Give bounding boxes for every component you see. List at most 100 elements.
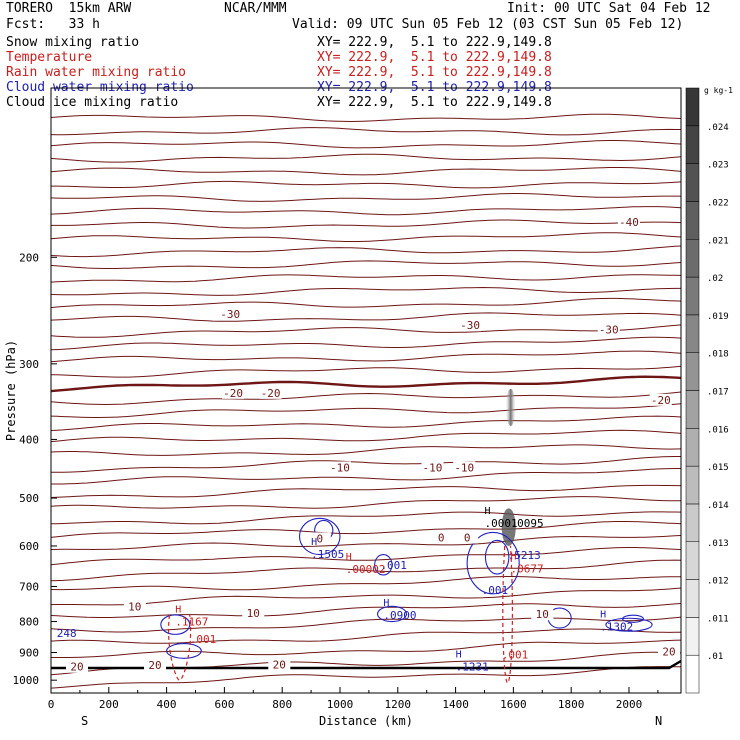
cloud-water-contour bbox=[622, 614, 644, 623]
model-title: TORERO 15km ARW bbox=[6, 1, 132, 16]
legend-snow-name: Snow mixing ratio bbox=[6, 35, 140, 50]
colorbar-label: .019 bbox=[707, 312, 729, 322]
x-tick-label: 800 bbox=[272, 698, 292, 711]
colorbar-segment bbox=[685, 579, 700, 618]
colorbar-label: .017 bbox=[707, 388, 729, 398]
x-axis-label: Distance (km) bbox=[319, 714, 413, 728]
colorbar-segment bbox=[685, 654, 700, 694]
y-axis: 200 300 400 500 600 700 800 900 1000 Pressure (hP… bbox=[4, 251, 57, 687]
snow-core bbox=[501, 508, 516, 546]
maximum-marker: H bbox=[311, 537, 317, 548]
y-tick-label: 200 bbox=[19, 251, 39, 264]
isotherm-line bbox=[50, 336, 682, 351]
init-time: Init: 00 UTC Sat 04 Feb 12 bbox=[507, 1, 711, 16]
ice-core bbox=[505, 388, 516, 426]
temperature-label: 20 bbox=[70, 661, 83, 674]
x-tick-label: 1400 bbox=[442, 698, 469, 711]
colorbar-label: .02 bbox=[707, 274, 723, 284]
isotherm-line bbox=[51, 639, 682, 658]
colorbar-label: .023 bbox=[707, 161, 729, 171]
colorbar-label: .01 bbox=[707, 652, 723, 662]
legend-temperature-xy: XY= 222.9, 5.1 to 222.9,149.8 bbox=[317, 50, 552, 65]
isotherm-line bbox=[50, 521, 682, 538]
isotherm-line bbox=[50, 547, 682, 566]
forecast-hour: Fcst: 33 h bbox=[6, 17, 100, 32]
snow-shading bbox=[501, 388, 516, 546]
temperature-label-bg bbox=[597, 323, 620, 336]
cloud-water-contours bbox=[160, 517, 653, 659]
isotherm-line bbox=[50, 587, 682, 606]
maximum-value: .001 bbox=[502, 648, 529, 661]
isotherm-line bbox=[51, 180, 682, 189]
isotherm-line bbox=[50, 616, 682, 633]
temperature-label-bg bbox=[66, 660, 89, 673]
temperature-label: -20 bbox=[261, 387, 281, 400]
maximum-value: .1302 bbox=[600, 621, 633, 634]
contour-labels: -40 -30 -30 -30 -20 -20 -20 -10 -10 -10 0 0 0 10 10 10 2… bbox=[57, 216, 680, 674]
temperature-label: -20 bbox=[651, 394, 671, 407]
x-tick-label: 1600 bbox=[500, 698, 527, 711]
temperature-label-bg bbox=[453, 461, 476, 474]
colorbar-label: .018 bbox=[707, 350, 729, 360]
colorbar-label: .015 bbox=[707, 463, 729, 473]
colorbar-segment bbox=[685, 541, 700, 580]
cloud-water-contour bbox=[160, 614, 191, 635]
legend-cloud-ice-name: Cloud ice mixing ratio bbox=[6, 95, 179, 110]
temperature-label-bg bbox=[268, 658, 291, 671]
temperature-label: -10 bbox=[330, 461, 350, 474]
colorbar-segment bbox=[685, 465, 700, 505]
maximum-value: .1505 bbox=[311, 548, 344, 561]
cloud-water-contour bbox=[374, 554, 393, 576]
isotherm-line bbox=[50, 153, 682, 163]
isotherm-line bbox=[50, 113, 682, 123]
legend-temperature-name: Temperature bbox=[6, 50, 93, 65]
colorbar-unit: g kg-1 bbox=[704, 86, 733, 95]
maximum-value: .0900 bbox=[383, 609, 416, 622]
temperature-contours bbox=[50, 113, 682, 689]
plot-border bbox=[50, 87, 682, 694]
legend-rain-name: Rain water mixing ratio bbox=[6, 65, 187, 80]
legend-cloud-ice-xy: XY= 222.9, 5.1 to 222.9,149.8 bbox=[317, 95, 552, 110]
isotherm-line bbox=[50, 286, 681, 296]
ground-line bbox=[51, 659, 682, 670]
temperature-label-bg bbox=[459, 319, 482, 332]
temperature-label-bg bbox=[219, 307, 242, 320]
x-tick-label: 1800 bbox=[558, 698, 585, 711]
maximum-value: .0095 bbox=[510, 517, 543, 530]
isotherm-line bbox=[50, 297, 682, 309]
temperature-label-bg bbox=[658, 645, 680, 658]
isotherm-line bbox=[50, 444, 682, 456]
isotherm-line bbox=[50, 312, 682, 322]
temperature-label-bg bbox=[308, 532, 331, 545]
isotherm-line bbox=[50, 484, 681, 498]
colorbar-segment bbox=[685, 428, 700, 467]
isotherm-line bbox=[50, 603, 682, 618]
x-tick-label: 1200 bbox=[385, 698, 412, 711]
maximum-marker: H bbox=[484, 506, 490, 517]
isotherm-line bbox=[50, 576, 681, 591]
center-label: NCAR/MMM bbox=[224, 1, 287, 16]
colorbar-segment bbox=[685, 201, 700, 240]
temperature-label: 20 bbox=[148, 659, 161, 672]
colorbar-segment bbox=[685, 239, 700, 278]
colorbar-segment bbox=[685, 163, 700, 202]
isotherm-line bbox=[50, 274, 682, 283]
plot-frame bbox=[50, 87, 682, 694]
y-tick-label: 700 bbox=[19, 580, 39, 593]
colorbar-segment bbox=[685, 617, 700, 656]
isotherm-line bbox=[50, 559, 682, 582]
north-label: N bbox=[655, 714, 662, 728]
y-tick-label: 900 bbox=[19, 646, 39, 659]
colorbar-segment bbox=[685, 314, 700, 353]
x-tick-label: 0 bbox=[48, 698, 55, 711]
isotherm-line bbox=[50, 666, 682, 689]
maximum-marker: H bbox=[346, 552, 352, 563]
maximum-value: .001 bbox=[190, 633, 217, 646]
isotherm-line bbox=[50, 245, 682, 258]
maximum-value: .001 bbox=[380, 559, 407, 572]
isotherm-line bbox=[50, 193, 681, 202]
cloud-water-contour bbox=[484, 539, 510, 575]
colorbar-label: .016 bbox=[707, 425, 729, 435]
cloud-water-contour bbox=[466, 531, 520, 595]
